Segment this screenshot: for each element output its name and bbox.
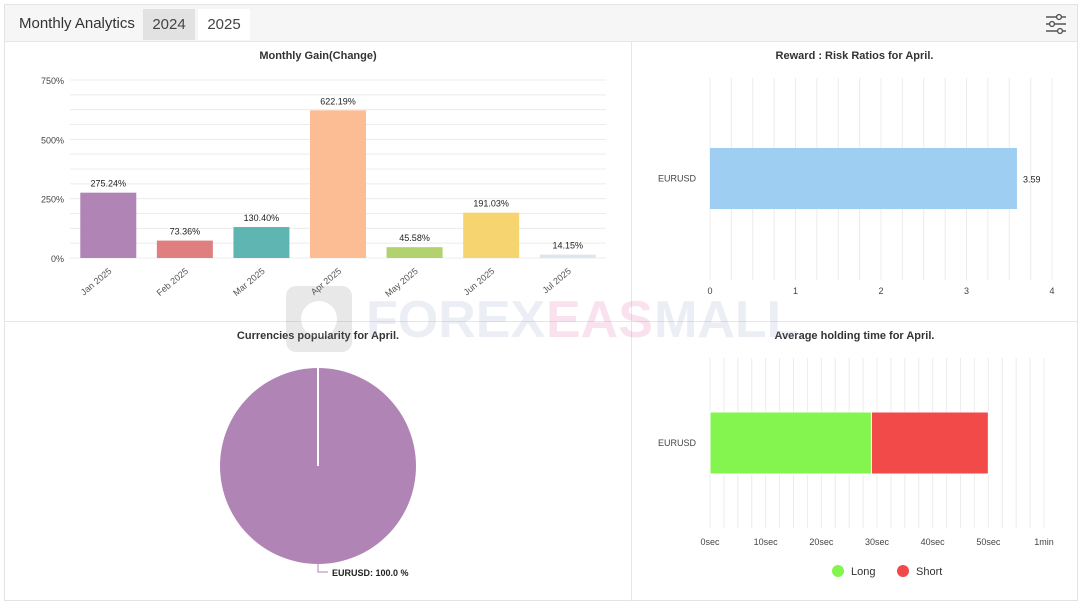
sliders-icon[interactable] [1045, 13, 1067, 35]
y-tick-label: EURUSD [658, 438, 697, 448]
data-label: 275.24% [91, 179, 127, 189]
data-label: 45.58% [399, 233, 430, 243]
legend-marker-long [832, 565, 844, 577]
tab-2024[interactable]: 2024 [143, 9, 195, 40]
x-tick-label: Feb 2025 [155, 266, 191, 298]
holding-time-chart: 0sec 10sec 20sec 30sec 40sec 50sec 1min EURUSD L… [658, 358, 1054, 578]
reward-risk-chart: 0 1 2 3 4 3.59 EURUSD [658, 78, 1055, 296]
y-tick-label: 750% [41, 76, 64, 86]
x-tick-label: 1min [1034, 537, 1054, 547]
bar [233, 227, 290, 258]
y-tick-label: 0% [51, 254, 64, 264]
x-tick-label: 2 [878, 286, 883, 296]
legend-marker-short [897, 565, 909, 577]
y-tick-label: 250% [41, 195, 64, 205]
x-tick-label: May 2025 [383, 266, 420, 299]
y-tick-label: EURUSD [658, 174, 697, 184]
page-title: Monthly Analytics [19, 15, 135, 32]
data-label: 130.40% [244, 213, 280, 223]
header-bar: Monthly Analytics 2024 2025 [5, 5, 1077, 42]
currencies-pie-chart: EURUSD: 100.0 % [220, 368, 416, 578]
data-label: 14.15% [552, 241, 583, 251]
x-tick-label: 20sec [809, 537, 834, 547]
data-label: 191.03% [473, 199, 509, 209]
bar-long [709, 411, 872, 475]
analytics-panel: Monthly Analytics 2024 2025 Monthly Gain… [4, 4, 1078, 601]
x-tick-label: Jan 2025 [79, 266, 114, 297]
x-tick-label: Jun 2025 [462, 266, 497, 297]
currencies-title: Currencies popularity for April. [236, 330, 400, 342]
x-tick-label: 1 [793, 286, 798, 296]
label-connector [317, 564, 328, 573]
holding-time-title: Average holding time for April. [774, 330, 935, 342]
horizontal-divider [5, 321, 1077, 322]
data-label: 3.59 [1023, 175, 1041, 185]
bar-short [870, 411, 989, 475]
tab-2025[interactable]: 2025 [198, 9, 250, 40]
x-tick-label: Apr 2025 [309, 266, 343, 297]
x-tick-label: 50sec [976, 537, 1001, 547]
bar [310, 110, 366, 258]
data-label: 622.19% [320, 96, 356, 106]
reward-risk-title: Reward : Risk Ratios for April. [775, 50, 934, 62]
x-tick-label: 4 [1049, 286, 1054, 296]
x-tick-label: 30sec [865, 537, 890, 547]
bar [156, 240, 213, 258]
bar [539, 254, 596, 258]
y-tick-label: 500% [41, 135, 64, 145]
data-label: 73.36% [170, 227, 201, 237]
x-tick-label: 0 [707, 286, 712, 296]
legend-label-long: Long [851, 566, 875, 578]
x-tick-label: 10sec [754, 537, 779, 547]
x-tick-label: 0sec [700, 537, 720, 547]
data-label: EURUSD: 100.0 % [332, 568, 409, 578]
monthly-gain-chart: 0% 250% 500% 750% 275.24% Jan 2025 73.36% Feb 2… [41, 76, 606, 299]
bar [80, 192, 137, 258]
bar [710, 148, 1017, 209]
x-tick-label: 40sec [921, 537, 946, 547]
x-tick-label: Jul 2025 [541, 266, 573, 296]
x-tick-label: Mar 2025 [231, 266, 267, 298]
bar [463, 212, 520, 258]
bar [386, 247, 443, 258]
monthly-gain-title: Monthly Gain(Change) [259, 50, 377, 62]
x-tick-label: 3 [964, 286, 969, 296]
legend-label-short: Short [916, 566, 942, 578]
